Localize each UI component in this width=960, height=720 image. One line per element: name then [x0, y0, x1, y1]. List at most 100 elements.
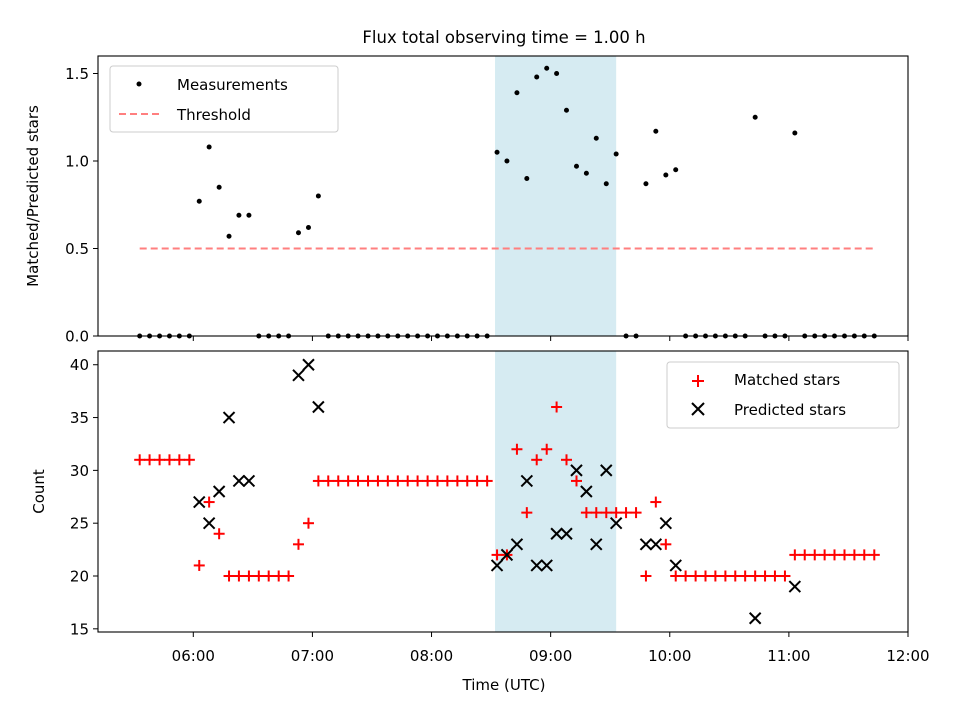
- matched-star-point: [858, 549, 870, 561]
- measurement-point: [544, 65, 550, 71]
- matched-star-point: [302, 517, 314, 529]
- matched-star-point: [680, 570, 692, 582]
- matched-star-point: [412, 475, 424, 487]
- top-highlight-span: [495, 56, 617, 336]
- measurement-point: [593, 135, 599, 141]
- predicted-star-point: [659, 516, 673, 530]
- matched-star-point: [144, 454, 156, 466]
- measurement-point: [504, 158, 510, 164]
- measurement-point: [216, 184, 222, 190]
- predicted-star-point: [242, 474, 256, 488]
- bottom-highlight-span: [495, 351, 617, 632]
- matched-star-point: [332, 475, 344, 487]
- bottom-y-tick-label: 15: [70, 620, 89, 638]
- x-tick-label: 09:00: [529, 647, 572, 665]
- predicted-star-point: [202, 516, 216, 530]
- measurement-point: [563, 107, 569, 113]
- bottom-y-tick-label: 40: [70, 356, 89, 374]
- matched-star-point: [491, 549, 503, 561]
- matched-star-point: [253, 570, 265, 582]
- legend-threshold-label: Threshold: [176, 106, 251, 124]
- predicted-star-point: [600, 464, 613, 477]
- predicted-star-point: [788, 580, 802, 593]
- bottom-y-tick-label: 25: [70, 515, 89, 533]
- matched-star-point: [541, 443, 553, 455]
- matched-star-point: [223, 570, 235, 582]
- predicted-star-point: [193, 495, 206, 509]
- matched-star-point: [451, 475, 463, 487]
- top-y-axis-label: Matched/Predicted stars: [24, 105, 42, 287]
- matched-star-point: [749, 570, 761, 582]
- matched-star-point: [511, 443, 523, 455]
- predicted-star-point: [302, 358, 315, 371]
- matched-star-point: [521, 507, 533, 519]
- measurement-point: [554, 71, 560, 76]
- top-y-ticks: 0.0 0.5 1.0 1.5: [65, 65, 98, 346]
- predicted-star-point: [639, 538, 653, 551]
- measurement-point: [305, 225, 311, 230]
- predicted-star-point: [580, 485, 593, 498]
- matched-star-point: [193, 559, 205, 571]
- measurement-point: [534, 74, 540, 80]
- matched-star-point: [560, 454, 572, 466]
- matched-star-point: [233, 570, 245, 582]
- matched-star-point: [580, 507, 592, 519]
- x-tick-label: 06:00: [172, 647, 215, 665]
- matched-star-point: [848, 549, 860, 561]
- predicted-star-point: [510, 538, 524, 551]
- measurement-point: [613, 151, 619, 157]
- predicted-star-point: [490, 559, 504, 572]
- matched-star-point: [729, 570, 741, 582]
- predicted-star-point: [222, 411, 236, 424]
- matched-star-point: [610, 507, 622, 519]
- matched-star-point: [739, 570, 751, 582]
- bottom-y-axis-label: Count: [30, 469, 48, 514]
- matched-star-point: [471, 475, 483, 487]
- matched-star-point: [213, 528, 225, 540]
- measurement-point: [196, 198, 202, 204]
- top-y-tick-label: 0.5: [65, 240, 89, 258]
- matched-star-point: [650, 496, 662, 508]
- matched-star-point: [839, 549, 851, 561]
- matched-star-point: [690, 570, 702, 582]
- bottom-x-ticks: 06:00 07:00 08:00 09:00 10:00 11:00 12:00: [172, 632, 930, 665]
- matched-star-point: [154, 454, 166, 466]
- matched-star-point: [292, 538, 304, 550]
- matched-star-point: [531, 454, 543, 466]
- measurement-point: [315, 193, 321, 199]
- measurement-point: [206, 144, 212, 150]
- predicted-star-point: [550, 527, 563, 540]
- measurement-point: [792, 130, 798, 136]
- predicted-star-point: [570, 464, 583, 477]
- matched-star-point: [620, 507, 632, 519]
- bottom-y-tick-label: 35: [70, 409, 89, 427]
- matched-star-point: [779, 570, 791, 582]
- measurement-point: [653, 128, 659, 134]
- x-tick-label: 11:00: [767, 647, 810, 665]
- x-tick-label: 07:00: [291, 647, 334, 665]
- matched-star-point: [590, 507, 602, 519]
- x-tick-label: 08:00: [410, 647, 453, 665]
- bottom-axes-frame: [97, 350, 909, 633]
- predicted-star-point: [649, 538, 663, 551]
- matched-star-point: [422, 475, 434, 487]
- predicted-star-point: [312, 400, 325, 414]
- predicted-star-point: [500, 548, 514, 562]
- matched-star-point: [431, 475, 443, 487]
- predicted-star-point: [540, 559, 553, 572]
- matched-star-point: [600, 507, 612, 519]
- predicted-star-point: [590, 538, 603, 551]
- matched-star-point: [362, 475, 374, 487]
- measurement-point: [752, 114, 758, 120]
- measurement-point: [236, 212, 242, 218]
- bottom-matched-points: [134, 401, 880, 582]
- matched-star-point: [670, 570, 682, 582]
- top-legend: Measurements Threshold: [109, 65, 339, 133]
- matched-star-point: [342, 475, 354, 487]
- matched-star-point: [352, 475, 364, 487]
- matched-star-point: [769, 570, 781, 582]
- legend-measurements-label: Measurements: [177, 76, 288, 94]
- bottom-y-tick-label: 30: [70, 462, 89, 480]
- bottom-y-ticks: 15 20 25 30 35 40: [70, 356, 98, 638]
- measurement-point: [643, 181, 649, 187]
